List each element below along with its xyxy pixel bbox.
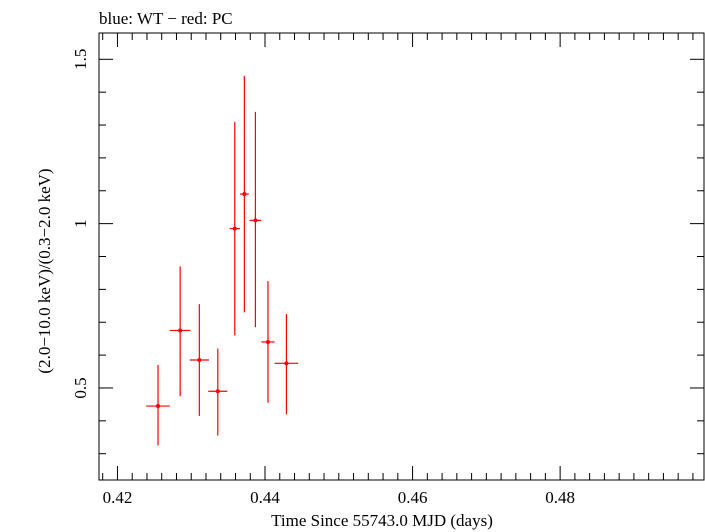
data-marker: [215, 389, 220, 394]
x-tick-label: 0.48: [545, 488, 575, 507]
data-points: [146, 75, 299, 446]
data-point: [261, 281, 275, 403]
chart-title: blue: WT − red: PC: [99, 9, 233, 28]
data-marker: [253, 218, 258, 223]
data-point: [249, 111, 262, 328]
data-marker: [265, 339, 270, 344]
data-marker: [197, 358, 202, 363]
y-tick-labels: 0.5 1 1.5: [71, 49, 90, 399]
x-tick-label: 0.42: [103, 488, 133, 507]
data-marker: [232, 226, 237, 231]
y-tick-label: 0.5: [71, 377, 90, 398]
data-point: [274, 314, 299, 415]
data-point: [146, 364, 170, 446]
x-tick-label: 0.46: [398, 488, 428, 507]
data-point: [189, 304, 209, 416]
y-tick-label: 1: [71, 219, 90, 228]
data-marker: [156, 404, 161, 409]
axis-ticks: [99, 33, 704, 480]
data-point: [169, 266, 191, 397]
data-marker: [284, 361, 289, 366]
y-axis-label: (2.0−10.0 keV)/(0.3−2.0 keV): [35, 168, 54, 373]
x-axis-label: Time Since 55743.0 MJD (days): [271, 511, 493, 530]
data-point: [208, 348, 228, 436]
data-marker: [242, 192, 247, 197]
x-tick-label: 0.44: [250, 488, 280, 507]
plot-frame: [98, 32, 705, 481]
data-point: [239, 75, 249, 313]
data-marker: [178, 328, 183, 333]
y-tick-label: 1.5: [71, 49, 90, 70]
x-tick-labels: 0.42 0.44 0.46 0.48: [103, 488, 575, 507]
data-point: [229, 121, 240, 336]
